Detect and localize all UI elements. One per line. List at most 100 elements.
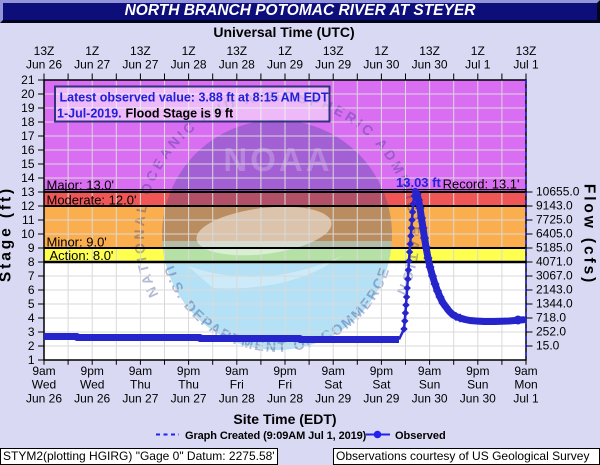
svg-text:Sat: Sat — [324, 378, 343, 392]
svg-text:9: 9 — [28, 241, 35, 255]
svg-text:Jul 1: Jul 1 — [465, 58, 491, 72]
svg-text:6405.0: 6405.0 — [536, 227, 573, 241]
svg-text:9pm: 9pm — [466, 364, 489, 378]
svg-text:12: 12 — [21, 199, 35, 213]
svg-text:Fri: Fri — [278, 378, 292, 392]
svg-text:9am: 9am — [129, 364, 152, 378]
svg-text:20: 20 — [21, 87, 35, 101]
svg-text:Jun 29: Jun 29 — [315, 58, 351, 72]
svg-text:Jul 1: Jul 1 — [513, 58, 539, 72]
svg-text:1Z: 1Z — [278, 44, 292, 58]
svg-text:9pm: 9pm — [273, 364, 296, 378]
svg-text:9pm: 9pm — [81, 364, 104, 378]
svg-text:2143.0: 2143.0 — [536, 283, 573, 297]
svg-text:13: 13 — [21, 185, 35, 199]
svg-text:Sun: Sun — [419, 378, 440, 392]
svg-text:Jun 27: Jun 27 — [122, 58, 158, 72]
svg-text:1: 1 — [28, 353, 35, 367]
svg-text:Wed: Wed — [32, 378, 56, 392]
svg-text:14: 14 — [21, 171, 35, 185]
svg-text:9am: 9am — [32, 364, 55, 378]
svg-text:Wed: Wed — [80, 378, 104, 392]
svg-text:21: 21 — [21, 73, 35, 87]
svg-text:10: 10 — [21, 227, 35, 241]
svg-text:9pm: 9pm — [370, 364, 393, 378]
svg-text:Moderate: 12.0': Moderate: 12.0' — [47, 192, 137, 207]
svg-text:Flow (cfs): Flow (cfs) — [581, 184, 598, 285]
svg-text:Jun 30: Jun 30 — [363, 58, 399, 72]
svg-text:18: 18 — [21, 115, 35, 129]
svg-text:Jun 28: Jun 28 — [219, 58, 255, 72]
svg-text:11: 11 — [22, 213, 35, 227]
svg-text:1Z: 1Z — [374, 44, 388, 58]
svg-text:Graph Created (9:09AM Jul 1, 2: Graph Created (9:09AM Jul 1, 2019) — [185, 430, 367, 442]
svg-text:Thu: Thu — [178, 378, 199, 392]
svg-text:8: 8 — [28, 255, 35, 269]
svg-text:9am: 9am — [322, 364, 345, 378]
svg-text:Site Time (EDT): Site Time (EDT) — [233, 411, 336, 427]
svg-text:Jun 29: Jun 29 — [267, 58, 303, 72]
svg-text:1Z: 1Z — [471, 44, 485, 58]
svg-text:9143.0: 9143.0 — [536, 199, 573, 213]
svg-text:1Z: 1Z — [85, 44, 99, 58]
svg-text:13Z: 13Z — [130, 44, 151, 58]
svg-text:3: 3 — [28, 325, 35, 339]
svg-text:9am: 9am — [514, 364, 537, 378]
svg-text:Jun 28: Jun 28 — [267, 392, 303, 406]
svg-text:13Z: 13Z — [34, 44, 55, 58]
svg-text:1-Jul-2019.Flood Stage is 9 ft: 1-Jul-2019. Flood Stage is 9 ft — [57, 107, 234, 121]
svg-text:Observed: Observed — [395, 430, 446, 442]
svg-text:Major: 13.0': Major: 13.0' — [47, 177, 115, 192]
svg-text:Jun 30: Jun 30 — [460, 392, 496, 406]
svg-text:15: 15 — [21, 157, 35, 171]
svg-text:252.0: 252.0 — [536, 325, 566, 339]
svg-text:Jun 27: Jun 27 — [74, 58, 110, 72]
svg-text:9pm: 9pm — [177, 364, 200, 378]
svg-text:19: 19 — [21, 101, 35, 115]
svg-text:Jun 27: Jun 27 — [122, 392, 158, 406]
svg-text:Record: 13.1': Record: 13.1' — [443, 176, 520, 191]
svg-text:Jun 27: Jun 27 — [171, 392, 207, 406]
svg-text:13.03 ft: 13.03 ft — [396, 175, 441, 190]
svg-text:Stage (ft): Stage (ft) — [0, 186, 15, 282]
svg-text:Sun: Sun — [467, 378, 488, 392]
svg-text:3067.0: 3067.0 — [536, 269, 573, 283]
svg-text:Jun 26: Jun 26 — [26, 392, 62, 406]
svg-text:5: 5 — [28, 297, 35, 311]
svg-text:9am: 9am — [418, 364, 441, 378]
svg-text:Thu: Thu — [130, 378, 151, 392]
svg-text:15.0: 15.0 — [536, 339, 560, 353]
svg-text:Mon: Mon — [514, 378, 537, 392]
svg-text:Jun 29: Jun 29 — [363, 392, 399, 406]
svg-text:1344.0: 1344.0 — [536, 297, 573, 311]
svg-text:Jun 28: Jun 28 — [219, 392, 255, 406]
svg-text:Fri: Fri — [230, 378, 244, 392]
svg-text:10655.0: 10655.0 — [536, 185, 580, 199]
svg-text:5185.0: 5185.0 — [536, 241, 573, 255]
svg-text:Jun 26: Jun 26 — [74, 392, 110, 406]
svg-text:13Z: 13Z — [323, 44, 344, 58]
svg-text:NOAA: NOAA — [223, 141, 332, 178]
svg-text:1Z: 1Z — [182, 44, 196, 58]
svg-text:718.0: 718.0 — [536, 311, 566, 325]
svg-text:16: 16 — [21, 143, 35, 157]
svg-text:9am: 9am — [225, 364, 248, 378]
svg-text:13Z: 13Z — [516, 44, 537, 58]
svg-text:7725.0: 7725.0 — [536, 213, 573, 227]
svg-text:6: 6 — [28, 283, 35, 297]
svg-text:17: 17 — [21, 129, 35, 143]
svg-text:13Z: 13Z — [419, 44, 440, 58]
svg-text:7: 7 — [28, 269, 35, 283]
svg-text:4071.0: 4071.0 — [536, 255, 573, 269]
svg-text:Jun 26: Jun 26 — [26, 58, 62, 72]
svg-text:Jun 28: Jun 28 — [171, 58, 207, 72]
svg-text:Jun 29: Jun 29 — [315, 392, 351, 406]
svg-text:13Z: 13Z — [226, 44, 247, 58]
svg-text:Minor: 9.0': Minor: 9.0' — [47, 234, 107, 249]
svg-text:Latest observed value: 3.88 ft: Latest observed value: 3.88 ft at 8:15 A… — [60, 91, 329, 105]
svg-text:Jul 1: Jul 1 — [513, 392, 539, 406]
svg-text:2: 2 — [28, 339, 35, 353]
svg-text:Action: 8.0': Action: 8.0' — [50, 248, 114, 263]
svg-text:4: 4 — [28, 311, 35, 325]
svg-text:Sat: Sat — [372, 378, 391, 392]
